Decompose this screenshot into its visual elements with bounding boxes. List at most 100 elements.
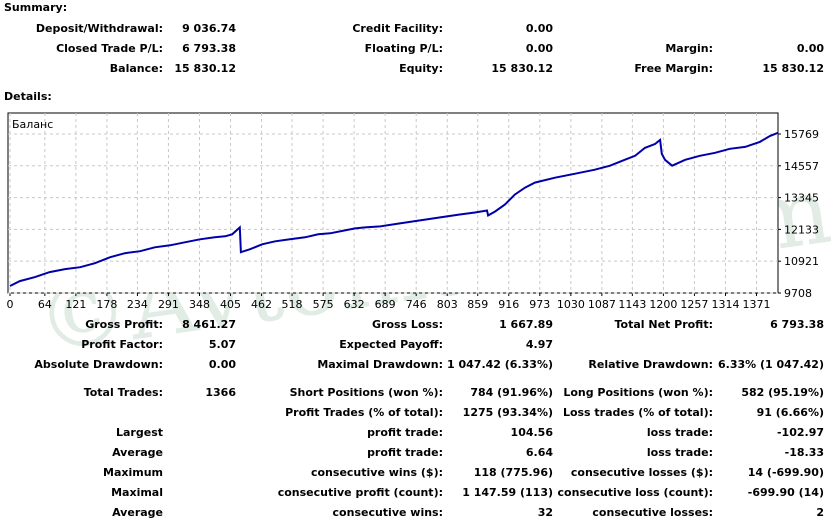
stat-value: 1 147.59 (113) [462, 486, 553, 499]
stat-value: 6.64 [525, 446, 553, 459]
stat-label: consecutive losses ($): [570, 466, 713, 479]
stat-label: loss trade: [646, 446, 713, 459]
x-tick-label: 405 [220, 298, 241, 311]
stat-value: -699.90 (14) [747, 486, 824, 499]
x-tick-label: 1314 [711, 298, 739, 311]
balance-chart: 0 64 121 178 234 291 348 405 462 518 575 632 689 746 8… [7, 112, 819, 311]
stat-label: Relative Drawdown: [588, 358, 713, 371]
stat-label: Deposit/Withdrawal: [35, 22, 163, 35]
y-tick-label: 10921 [784, 255, 819, 268]
stat-value: 1 047.42 (6.33%) [447, 358, 553, 371]
y-tick-label: 12133 [784, 223, 819, 236]
stat-value: 15 830.12 [762, 62, 824, 75]
stat-label: Maximal [111, 486, 163, 499]
y-tick-label: 9708 [784, 287, 812, 300]
stat-value: 14 (-699.90) [747, 466, 824, 479]
stat-label: Absolute Drawdown: [34, 358, 163, 371]
x-tick-label: 859 [467, 298, 488, 311]
stat-label: Average [112, 506, 163, 519]
x-tick-label: 1200 [649, 298, 677, 311]
x-tick-label: 575 [313, 298, 334, 311]
stat-value: 0.00 [525, 42, 553, 55]
stat-value: 32 [537, 506, 553, 519]
y-tick-label: 15769 [784, 128, 819, 141]
stat-label: Maximum [103, 466, 163, 479]
stat-label: Credit Facility: [352, 22, 443, 35]
stat-value: 4.97 [525, 338, 553, 351]
stat-label: Gross Loss: [372, 318, 443, 331]
x-tick-label: 746 [406, 298, 427, 311]
x-tick-label: 1371 [743, 298, 771, 311]
x-tick-label: 1143 [618, 298, 646, 311]
stat-label: Short Positions (won %): [289, 386, 443, 399]
stat-value: 9 036.74 [182, 22, 236, 35]
stat-value: -18.33 [784, 446, 824, 459]
stat-label: Maximal Drawdown: [317, 358, 443, 371]
stat-label: profit trade: [367, 446, 443, 459]
stat-value: 1 667.89 [499, 318, 553, 331]
x-tick-label: 234 [127, 298, 148, 311]
x-tick-label: 178 [96, 298, 117, 311]
x-tick-label: 348 [189, 298, 210, 311]
stat-label: profit trade: [367, 426, 443, 439]
stat-label: Profit Factor: [81, 338, 163, 351]
stat-value: 6 793.38 [182, 42, 236, 55]
stat-label: Average [112, 446, 163, 459]
stat-label: Margin: [665, 42, 713, 55]
x-tick-label: 1030 [557, 298, 585, 311]
stat-label: loss trade: [646, 426, 713, 439]
stat-value: 0.00 [525, 22, 553, 35]
x-tick-label: 64 [38, 298, 52, 311]
x-tick-label: 689 [375, 298, 396, 311]
stat-label: consecutive profit (count): [277, 486, 443, 499]
balance-line [9, 131, 779, 287]
stat-value: 6 793.38 [770, 318, 824, 331]
stat-value: 91 (6.66%) [756, 406, 824, 419]
stat-label: Total Net Profit: [614, 318, 714, 331]
stat-value: 5.07 [208, 338, 236, 351]
y-tick-label: 13345 [784, 192, 819, 205]
stat-label: Largest [116, 426, 163, 439]
stat-label: Free Margin: [634, 62, 713, 75]
stat-label: Loss trades (% of total): [562, 406, 713, 419]
stat-label: Balance: [109, 62, 163, 75]
stat-label: Gross Profit: [85, 318, 163, 331]
stat-label: Closed Trade P/L: [56, 42, 163, 55]
stat-value: 118 (775.96) [473, 466, 553, 479]
chart-title: Баланс [12, 118, 53, 131]
stat-label: consecutive wins: [332, 506, 443, 519]
x-tick-label: 121 [65, 298, 86, 311]
stat-value: 0.00 [208, 358, 236, 371]
stat-value: 1366 [205, 386, 236, 399]
stat-value: 582 (95.19%) [741, 386, 824, 399]
x-tick-label: 518 [282, 298, 303, 311]
x-tick-label: 291 [158, 298, 179, 311]
stat-label: consecutive wins ($): [310, 466, 443, 479]
stat-label: Floating P/L: [364, 42, 443, 55]
stat-value: 15 830.12 [491, 62, 553, 75]
stat-value: 104.56 [510, 426, 553, 439]
stat-label: Long Positions (won %): [563, 386, 713, 399]
summary-title: Summary: [4, 1, 68, 14]
details-title: Details: [4, 90, 52, 103]
x-tick-label: 1087 [588, 298, 616, 311]
stat-label: consecutive losses: [592, 506, 713, 519]
stat-value: 15 830.12 [174, 62, 236, 75]
x-tick-label: 632 [344, 298, 365, 311]
x-tick-label: 462 [251, 298, 272, 311]
plot-area [7, 112, 779, 294]
stat-value: -102.97 [776, 426, 824, 439]
x-tick-label: 916 [498, 298, 519, 311]
stat-label: Expected Payoff: [339, 338, 443, 351]
stat-value: 8 461.27 [182, 318, 236, 331]
x-tick-label: 803 [437, 298, 458, 311]
stat-label: Total Trades: [83, 386, 163, 399]
stat-value: 784 (91.96%) [470, 386, 553, 399]
x-tick-label: 973 [529, 298, 550, 311]
y-tick-label: 14557 [784, 160, 819, 173]
x-tick-label: 0 [7, 298, 14, 311]
stat-label: Equity: [399, 62, 443, 75]
stat-value: 0.00 [796, 42, 824, 55]
stat-value: 1275 (93.34%) [462, 406, 553, 419]
stat-value: 2 [816, 506, 824, 519]
